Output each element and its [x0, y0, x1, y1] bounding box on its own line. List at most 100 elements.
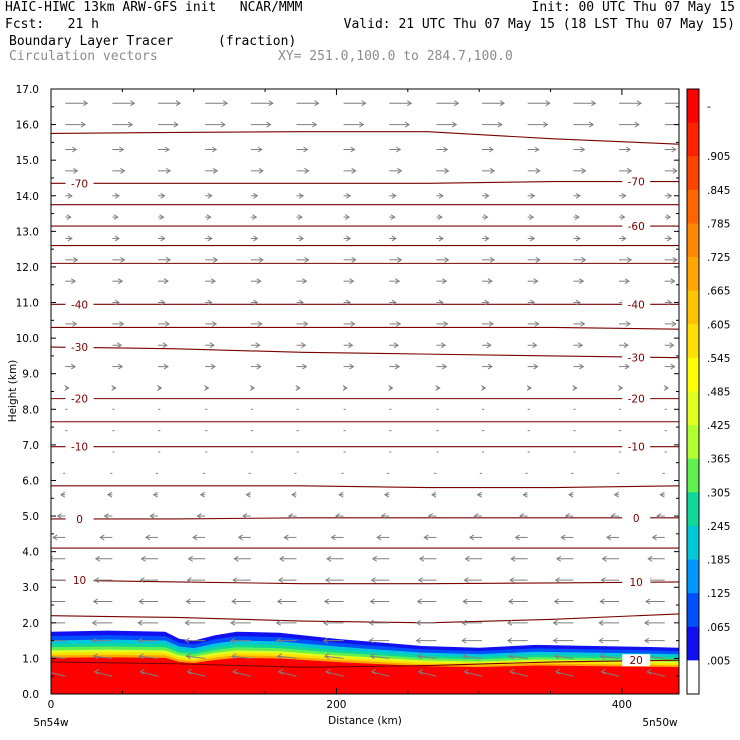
vector-head	[231, 598, 237, 605]
vector-arrow	[461, 619, 483, 626]
vector-head	[528, 214, 535, 221]
vector-head	[303, 320, 309, 327]
vector-arrow	[415, 637, 437, 644]
vector-head	[210, 363, 216, 370]
vector-arrow	[482, 235, 490, 242]
vector-arrow	[65, 235, 73, 242]
vector-arrow	[482, 167, 496, 174]
vector-head	[253, 299, 259, 306]
cross-section-coords: XY= 251.0,100.0 to 284.7,100.0	[278, 49, 513, 64]
y-tick-label: 2.0	[22, 618, 39, 630]
vector-head	[624, 363, 630, 370]
vector-head	[533, 363, 539, 370]
vector-arrow	[506, 637, 528, 644]
vector-arrow	[205, 192, 213, 199]
vector-arrow	[553, 598, 574, 605]
vector-arrow	[389, 363, 401, 370]
vector-head	[256, 363, 262, 370]
vector-arrow	[527, 235, 536, 242]
vector-arrow	[296, 214, 303, 221]
vector-arrow	[376, 534, 390, 541]
vector-head	[643, 637, 650, 644]
vector-head	[535, 256, 541, 263]
vector-head	[291, 491, 297, 498]
vector-arrow	[389, 320, 402, 327]
vector-head	[395, 320, 402, 327]
contour-label--30: -30	[71, 342, 88, 354]
y-tick-label: 9.0	[22, 369, 39, 381]
vector-head	[119, 320, 125, 327]
vector-head	[249, 385, 256, 391]
vector-head	[220, 121, 226, 128]
vector-head	[552, 619, 558, 626]
vector-head	[380, 513, 386, 519]
vector-arrow	[619, 167, 633, 174]
vector-head	[325, 668, 331, 675]
vector-head	[113, 214, 119, 221]
vector-arrow	[573, 121, 595, 128]
vector-head	[443, 146, 449, 153]
vector-head	[519, 513, 525, 519]
vector-arrow	[158, 256, 172, 263]
vector-arrow	[112, 121, 134, 128]
vector-head	[606, 534, 612, 541]
vector-shaft	[600, 655, 620, 659]
vector-head	[118, 363, 124, 370]
vector-arrow	[527, 256, 541, 263]
vector-head	[643, 619, 650, 626]
vector-head	[185, 598, 191, 605]
vector-arrow	[482, 192, 490, 199]
vector-head	[279, 555, 285, 562]
vector-shaft	[139, 655, 159, 659]
vector-arrow	[476, 491, 483, 498]
vector-arrow	[296, 299, 305, 306]
vector-arrow	[205, 167, 219, 174]
vector-head	[159, 214, 165, 221]
vector-head	[444, 256, 450, 263]
title-line-1: HAIC-HIWC 13km ARW-GFS init NCAR/MMM	[5, 0, 303, 15]
vector-shaft	[187, 671, 206, 677]
vector-arrow	[463, 668, 483, 677]
vector-head	[351, 167, 357, 174]
vector-head	[620, 214, 626, 221]
vector-head	[651, 534, 657, 541]
vector-arrow	[509, 577, 528, 584]
vector-arrow	[369, 653, 390, 660]
vector-shaft	[233, 671, 251, 677]
y-tick-label: 0.0	[22, 689, 39, 701]
vector-arrow	[664, 299, 673, 306]
vector-arrow	[296, 235, 305, 242]
vector-head	[393, 342, 400, 349]
vector-arrow	[619, 256, 633, 263]
vector-arrow	[370, 668, 390, 677]
vector-head	[610, 513, 616, 519]
vector-arrow	[322, 619, 344, 626]
vector-arrow	[598, 637, 620, 644]
vector-arrow	[436, 299, 444, 306]
vector-arrow	[553, 653, 574, 660]
vector-arrow	[52, 534, 66, 541]
vector-head	[647, 555, 653, 562]
vector-head	[462, 598, 468, 605]
vector-shaft	[554, 655, 574, 659]
contour-label-bg	[622, 351, 651, 364]
vector-arrow	[606, 534, 620, 541]
contour-label-bg	[622, 440, 651, 453]
vector-head	[468, 534, 475, 541]
vector-arrow	[275, 619, 297, 626]
vector-head	[338, 491, 344, 498]
vector-arrow	[343, 320, 356, 327]
vector-arrow	[506, 619, 528, 626]
vector-head	[431, 491, 437, 498]
vector-head	[163, 363, 169, 370]
vector-arrow	[519, 513, 528, 519]
vector-head	[508, 653, 514, 660]
vector-shaft	[464, 671, 483, 677]
colorbar-label: .245	[707, 521, 730, 533]
vector-head	[345, 192, 352, 199]
vector-head	[415, 619, 421, 626]
vector-arrow	[296, 167, 310, 174]
vector-head	[371, 555, 378, 562]
isoline-6	[51, 485, 679, 489]
